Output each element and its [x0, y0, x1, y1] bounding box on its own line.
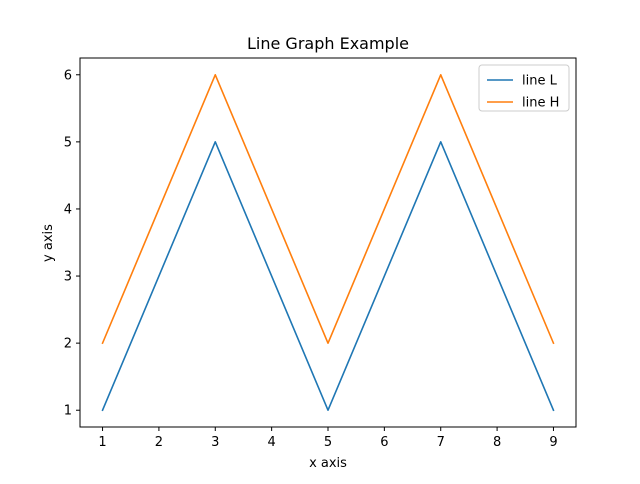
legend-box	[478, 64, 570, 112]
y-axis-ticks: 1 2 3 4 5 6	[64, 68, 80, 419]
x-tick-label: 9	[549, 435, 557, 450]
x-axis-label: x axis	[309, 456, 347, 471]
x-axis-ticks: 1 2 3 4 5 6 7 8 9	[98, 427, 558, 450]
y-tick-label: 3	[64, 270, 72, 285]
legend: line L line H	[478, 64, 570, 112]
x-tick-label: 8	[493, 435, 501, 450]
x-tick-label: 5	[324, 435, 332, 450]
x-tick-label: 6	[380, 435, 388, 450]
chart-title: Line Graph Example	[247, 34, 409, 53]
y-axis-label: y axis	[41, 224, 56, 262]
legend-label-1: line L	[522, 74, 558, 89]
x-tick-label: 2	[155, 435, 163, 450]
series-layer	[101, 73, 555, 412]
y-tick-label: 4	[64, 202, 72, 217]
y-tick-label: 5	[64, 135, 72, 150]
legend-label-2: line H	[522, 96, 559, 111]
y-tick-label: 6	[64, 68, 72, 83]
y-tick-label: 1	[64, 404, 72, 419]
series-line-2	[101, 73, 555, 345]
x-tick-label: 1	[98, 435, 106, 450]
x-tick-label: 7	[437, 435, 445, 450]
x-tick-label: 3	[211, 435, 219, 450]
series-line-1	[101, 141, 555, 412]
x-tick-label: 4	[267, 435, 275, 450]
y-tick-label: 2	[64, 337, 72, 352]
plot-frame	[79, 57, 577, 428]
